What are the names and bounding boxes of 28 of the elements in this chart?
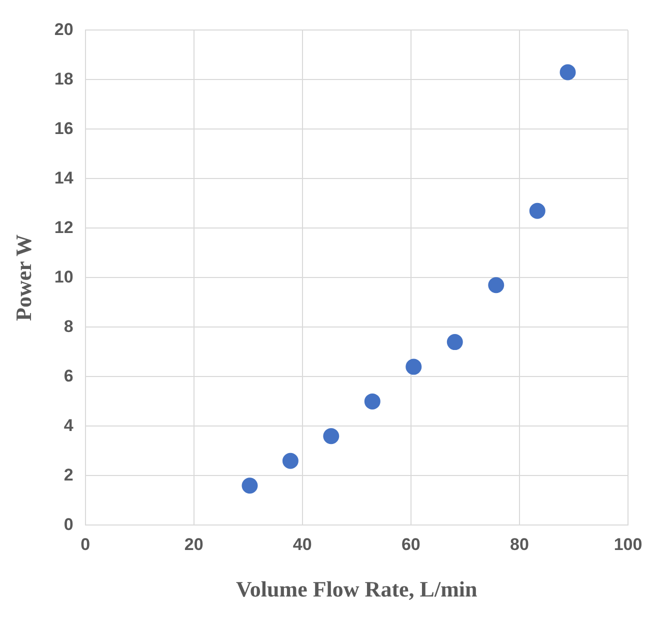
y-tick-label: 16: [54, 118, 74, 138]
point: [282, 452, 298, 469]
y-tick-label: 0: [64, 514, 74, 534]
point: [529, 202, 546, 219]
point: [242, 478, 258, 494]
x-tick-label: 80: [510, 535, 529, 554]
point: [323, 428, 340, 444]
x-tick-label: 60: [401, 535, 420, 554]
y-tick-label: 6: [64, 366, 74, 386]
point: [364, 393, 380, 410]
y-tick-label: 2: [64, 465, 74, 484]
x-tick-label: 100: [614, 535, 642, 554]
y-tick-label: 12: [54, 218, 74, 237]
point: [446, 334, 463, 350]
point: [406, 358, 422, 375]
y-tick-label: 4: [64, 416, 74, 435]
y-tick-label: 8: [64, 316, 74, 336]
y-tick-label: 14: [54, 168, 74, 188]
x-tick-label: 0: [80, 535, 90, 554]
x-tick-label: 20: [184, 535, 204, 554]
point: [488, 277, 504, 294]
point: [560, 64, 576, 80]
y-axis-title: Power W: [10, 234, 36, 321]
x-tick-label: 40: [292, 535, 312, 554]
y-tick-label: 18: [54, 69, 74, 88]
y-tick-label: 20: [54, 20, 74, 39]
y-tick-label: 10: [54, 267, 74, 286]
x-axis-title: Volume Flow Rate, L/min: [236, 576, 478, 602]
